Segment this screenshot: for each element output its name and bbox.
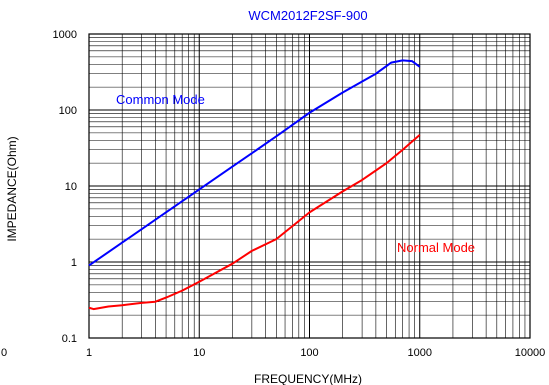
y-tick-label: 1000	[53, 29, 77, 41]
chart-grid	[88, 33, 531, 339]
chart-title: WCM2012F2SF-900	[248, 8, 367, 23]
common-mode-label: Common Mode	[116, 92, 205, 107]
normal-mode-line	[88, 134, 421, 311]
normal-mode-label: Normal Mode	[397, 240, 475, 255]
x-tick-label-extra: 0	[1, 347, 7, 359]
y-axis-label: IMPEDANCE(Ohm)	[5, 136, 19, 241]
plot-frame	[88, 33, 531, 339]
x-tick-label: 100	[300, 347, 318, 359]
y-tick-label: 10	[65, 181, 77, 193]
x-tick-label: 1	[86, 347, 92, 359]
common-mode-line	[88, 59, 421, 267]
y-tick-label: 1	[71, 257, 77, 269]
x-axis-label: FREQUENCY(MHz)	[254, 372, 362, 385]
x-tick-label: 1000	[408, 347, 432, 359]
x-tick-label: 10000	[515, 347, 546, 359]
y-tick-label: 100	[59, 105, 77, 117]
series-layer	[88, 59, 421, 311]
y-tick-label: 0.1	[62, 333, 77, 345]
x-tick-label: 10	[193, 347, 205, 359]
